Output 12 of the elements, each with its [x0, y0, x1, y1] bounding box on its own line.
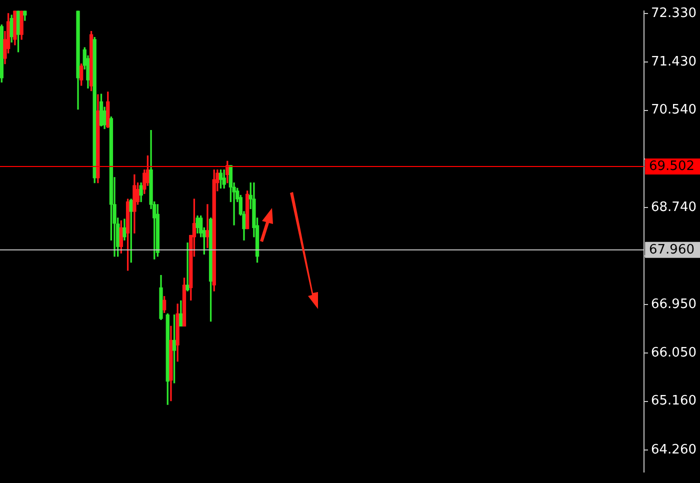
y-tick-label: 66.050: [651, 346, 696, 361]
ref-line-label: 69.502: [649, 158, 694, 174]
candlestick: [186, 242, 190, 292]
y-tick-label: 64.260: [651, 442, 696, 458]
ref-line-label: 67.960: [649, 242, 694, 258]
y-tick-label: 72.330: [651, 6, 696, 21]
y-tick-label: 65.160: [651, 394, 696, 409]
y-tick-label: 71.430: [651, 54, 696, 70]
candlestick: [206, 204, 210, 248]
y-tick-label: 70.540: [651, 102, 696, 118]
y-tick-label: 66.950: [651, 296, 696, 312]
y-tick-label: 68.740: [651, 200, 696, 216]
